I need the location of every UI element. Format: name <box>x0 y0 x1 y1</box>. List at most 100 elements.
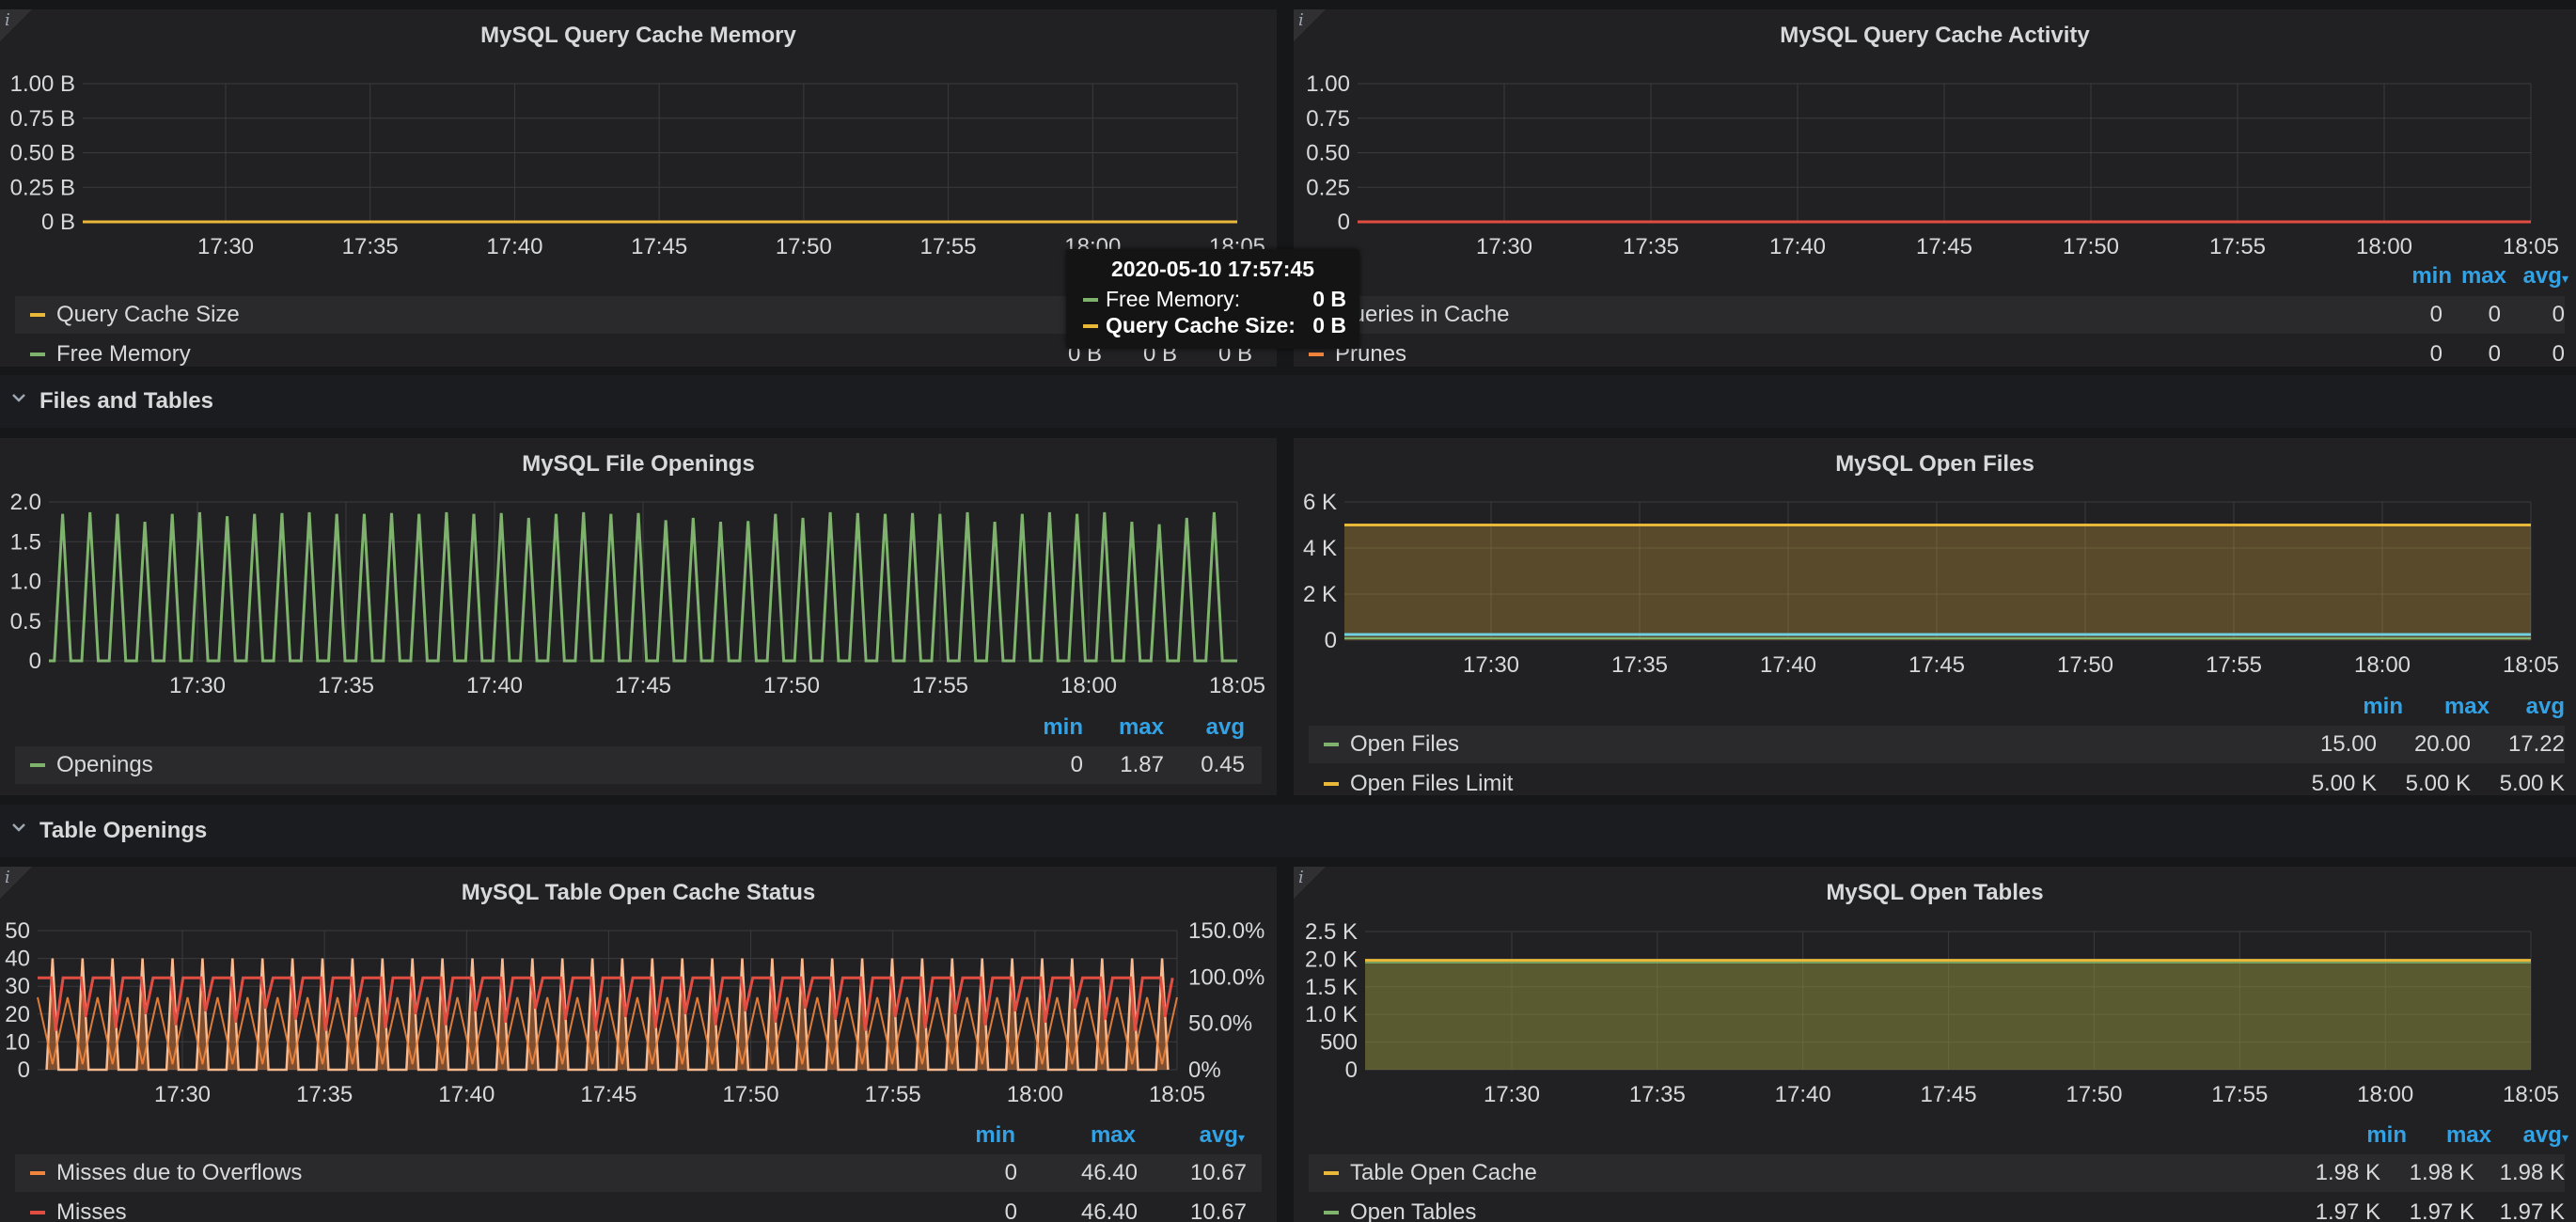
info-icon[interactable]: i <box>0 867 32 899</box>
y-tick-label: 50 <box>5 918 30 944</box>
y-tick-label: 1.0 K <box>1305 1002 1358 1027</box>
chart-open-files[interactable]: 6 K 4 K 2 K 0 17:30 17:35 17:40 17:45 17:50 17:55… <box>1294 485 2576 692</box>
legend-header-max[interactable]: max <box>2443 694 2490 719</box>
y-tick-label: 0 B <box>41 210 75 235</box>
legend-header-min[interactable]: min <box>975 1122 1015 1148</box>
chart-query-cache-memory[interactable]: 1.00 B 0.75 B 0.50 B 0.25 B 0 B 17:30 17:35 17:… <box>0 66 1277 273</box>
legend-header-avg[interactable]: avg▾ <box>2506 263 2568 290</box>
row-header-files-and-tables[interactable]: Files and Tables <box>0 375 2576 428</box>
y-tick-label: 2.0 <box>10 490 41 515</box>
x-tick-label: 17:35 <box>318 673 374 698</box>
legend-item-open-tables[interactable]: Open Tables 1.97 K 1.97 K 1.97 K <box>1309 1194 2565 1222</box>
x-tick-label: 17:55 <box>865 1082 921 1107</box>
x-tick-label: 17:55 <box>2211 1082 2268 1107</box>
legend-avg: 10.67 <box>1189 1199 1247 1222</box>
y-tick-label-right: 50.0% <box>1188 1011 1252 1037</box>
x-tick-label: 17:45 <box>1916 234 1972 259</box>
legend-item-queries-in-cache[interactable]: Queries in Cache 0 0 0 <box>1294 296 2565 334</box>
legend-item-prunes[interactable]: Prunes 0 0 0 <box>1294 336 2565 367</box>
y-tick-label-right: 100.0% <box>1188 964 1264 990</box>
legend-header-min[interactable]: min <box>2411 263 2452 289</box>
legend-header-avg[interactable]: avg <box>2525 694 2565 719</box>
x-tick-label: 17:30 <box>154 1082 211 1107</box>
legend-min: 1.98 K <box>2315 1160 2380 1185</box>
info-icon[interactable]: i <box>1294 9 1326 41</box>
x-tick-label: 17:30 <box>169 673 226 698</box>
y-tick-label: 500 <box>1320 1030 1358 1056</box>
info-icon[interactable]: i <box>1294 867 1326 899</box>
y-tick-label: 0.75 B <box>10 106 75 132</box>
legend-item-free-memory[interactable]: Free Memory 0 B 0 B 0 B <box>15 336 1262 367</box>
row-title: Files and Tables <box>39 388 213 414</box>
y-tick-label: 1.5 <box>10 529 41 555</box>
series-swatch <box>1309 352 1324 356</box>
legend-header-avg[interactable]: avg▾ <box>2491 1122 2568 1149</box>
panel-title[interactable]: MySQL Query Cache Memory <box>480 23 796 48</box>
legend-max: 20.00 <box>2413 731 2471 757</box>
legend-max: 0 <box>2488 341 2501 367</box>
legend-avg: 0 <box>2552 341 2565 367</box>
y-tick-label: 1.00 B <box>10 71 75 97</box>
x-tick-label: 18:05 <box>1149 1082 1205 1107</box>
panel-title[interactable]: MySQL File Openings <box>522 451 755 477</box>
legend-header-max[interactable]: max <box>1118 714 1164 740</box>
series-swatch <box>30 352 45 356</box>
x-tick-label: 18:05 <box>1209 673 1265 698</box>
y-tick-label: 0 <box>29 649 41 674</box>
series-swatch <box>1324 1211 1339 1214</box>
legend-header-max[interactable]: max <box>2460 263 2506 289</box>
x-tick-label: 17:55 <box>920 234 977 259</box>
legend-header-max[interactable]: max <box>2445 1122 2491 1148</box>
panel-title[interactable]: MySQL Table Open Cache Status <box>461 880 816 905</box>
x-tick-label: 17:30 <box>1463 652 1519 678</box>
legend-avg: 1.97 K <box>2499 1199 2565 1222</box>
legend-label: Prunes <box>1335 341 1407 367</box>
chart-query-cache-activity[interactable]: 1.00 0.75 0.50 0.25 0 17:30 17:35 17:40 17:45 17:… <box>1294 66 2576 273</box>
legend-header-min[interactable]: min <box>2366 1122 2407 1148</box>
legend-label: Table Open Cache <box>1350 1160 1537 1185</box>
x-tick-label: 17:55 <box>2206 652 2262 678</box>
chevron-down-icon <box>12 394 25 402</box>
legend-header-min[interactable]: min <box>2363 694 2403 719</box>
tooltip-row-free-memory: Free Memory: 0 B <box>1083 287 1346 312</box>
info-icon[interactable]: i <box>0 9 32 41</box>
tooltip-time: 2020-05-10 17:57:45 <box>1110 257 1315 281</box>
x-tick-label: 17:35 <box>296 1082 353 1107</box>
chart-file-openings[interactable]: 2.0 1.5 1.0 0.5 0 17:30 17:35 17:40 17:45 17:50 17… <box>0 485 1277 698</box>
legend-item-table-open-cache[interactable]: Table Open Cache 1.98 K 1.98 K 1.98 K <box>1309 1154 2565 1192</box>
tooltip-series-value: 0 B <box>1312 287 1346 311</box>
legend-avg: 1.98 K <box>2499 1160 2565 1185</box>
legend-item-open-files[interactable]: Open Files 15.00 20.00 17.22 <box>1309 726 2565 763</box>
legend-header-avg[interactable]: avg <box>1205 714 1245 740</box>
legend-item-query-cache-size[interactable]: Query Cache Size <box>15 296 1262 334</box>
panel-title[interactable]: MySQL Open Files <box>1835 451 2034 477</box>
chevron-down-icon <box>12 823 25 832</box>
series-swatch <box>30 1171 45 1175</box>
legend-item-misses-due-to-overflows[interactable]: Misses due to Overflows 0 46.40 10.67 <box>15 1154 1262 1192</box>
legend-item-openings[interactable]: Openings 0 1.87 0.45 <box>15 746 1262 784</box>
y-tick-label: 30 <box>5 974 30 999</box>
series-swatch <box>1324 782 1339 786</box>
sort-desc-icon: ▾ <box>1237 1130 1245 1145</box>
x-tick-label: 17:40 <box>1769 234 1826 259</box>
legend-item-open-files-limit[interactable]: Open Files Limit 5.00 K 5.00 K 5.00 K <box>1309 765 2565 795</box>
x-tick-label: 17:45 <box>631 234 687 259</box>
legend-max: 1.97 K <box>2409 1199 2474 1222</box>
legend-item-misses[interactable]: Misses 0 46.40 10.67 <box>15 1194 1262 1222</box>
row-header-table-openings[interactable]: Table Openings <box>0 805 2576 857</box>
x-tick-label: 18:00 <box>1007 1082 1063 1107</box>
legend-max: 1.98 K <box>2409 1160 2474 1185</box>
panel-title[interactable]: MySQL Open Tables <box>1826 880 2044 905</box>
legend-header-max[interactable]: max <box>1090 1122 1136 1148</box>
y-tick-label: 2.0 K <box>1305 947 1358 972</box>
y-tick-label: 6 K <box>1303 490 1337 515</box>
legend-header-avg[interactable]: avg▾ <box>1136 1122 1245 1149</box>
panel-title[interactable]: MySQL Query Cache Activity <box>1780 23 2090 48</box>
x-tick-label: 17:35 <box>342 234 399 259</box>
legend-header-min[interactable]: min <box>1043 714 1083 740</box>
x-tick-label: 17:50 <box>2057 652 2113 678</box>
legend-avg: 10.67 <box>1189 1160 1247 1185</box>
legend-max: 1.87 <box>1120 752 1164 777</box>
